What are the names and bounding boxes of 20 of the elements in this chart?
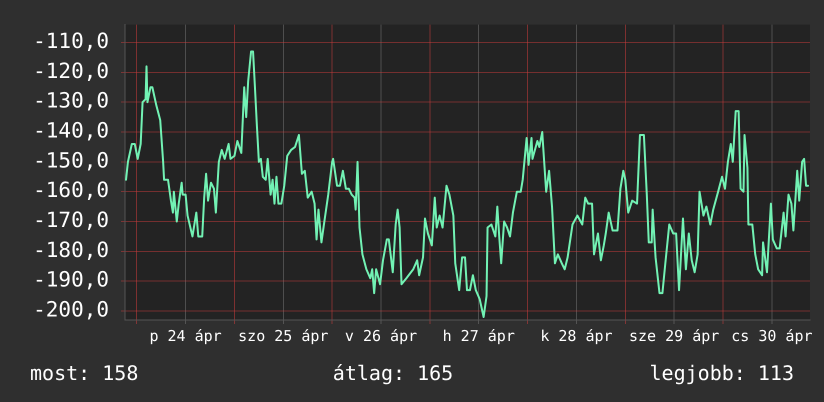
x-tick-label: v 26 ápr — [344, 326, 418, 345]
y-tick-label: -170,0 — [33, 208, 109, 232]
text: legjobb: 113 — [650, 361, 794, 386]
y-tick-label: -130,0 — [33, 88, 109, 113]
x-tick-label: k 28 ápr — [540, 326, 613, 345]
x-tick-label: h 27 ápr — [442, 326, 515, 345]
x-tick-label: cs 30 ápr — [731, 326, 813, 345]
y-tick-label: -140,0 — [33, 118, 109, 142]
x-tick-label: sze 29 ápr — [628, 326, 720, 345]
y-tick-label: -190,0 — [33, 268, 109, 292]
y-tick-label: -180,0 — [33, 238, 109, 262]
text: most: 158 — [30, 361, 138, 386]
y-tick-label: -160,0 — [33, 178, 109, 202]
x-tick-label: szo 25 ápr — [238, 326, 328, 345]
y-tick-label: -150,0 — [33, 148, 109, 172]
y-tick-label: -110,0 — [33, 28, 109, 53]
x-tick-label: p 24 ápr — [149, 326, 222, 345]
y-tick-label: -120,0 — [33, 58, 109, 83]
text: átlag: 165 — [332, 361, 454, 386]
y-tick-label: -200,0 — [33, 298, 109, 322]
